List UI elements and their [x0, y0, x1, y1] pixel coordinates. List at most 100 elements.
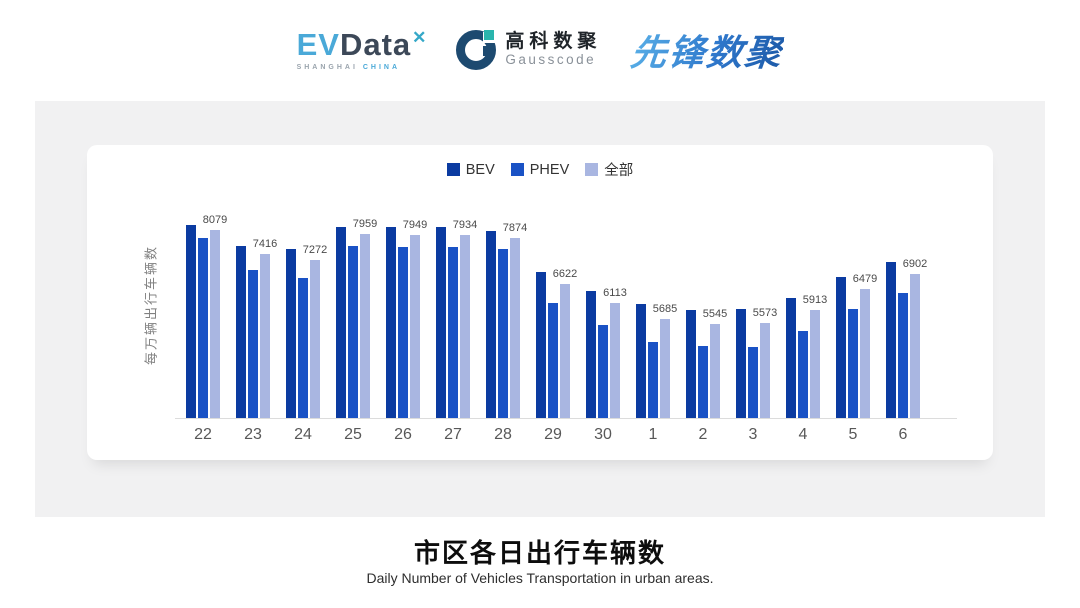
- x-tick-label: 23: [244, 426, 262, 443]
- value-label: 6902: [902, 257, 928, 270]
- chart-card: BEV PHEV 全部 每万辆出行车辆数 8079 7416 7272 7959 7949 7…: [87, 145, 993, 460]
- legend-swatch-bev: [446, 163, 460, 176]
- evdata-tagline: SHANGHAI CHINA: [297, 64, 427, 71]
- pioneer-logo: 先锋数聚: [629, 24, 786, 76]
- bar-all: [660, 318, 670, 418]
- bar-bev: [686, 310, 696, 418]
- bar-group-6[interactable]: 6902: [878, 218, 928, 418]
- evdata-tagline-china: CHINA: [362, 64, 401, 71]
- gausscode-logo: 高科数聚 Gausscode: [456, 30, 601, 70]
- bar-all: [310, 259, 320, 418]
- x-tick-label: 26: [394, 426, 412, 443]
- gausscode-en-text: Gausscode: [505, 52, 597, 68]
- evdata-ev-text: EV: [296, 27, 340, 62]
- bar-group-22[interactable]: 8079: [178, 214, 228, 418]
- bar-group-2[interactable]: 5545: [678, 218, 728, 418]
- value-label: 7874: [502, 221, 528, 234]
- bar-phev: [898, 292, 908, 418]
- bar-all: [260, 254, 270, 418]
- x-tick-label: 4: [798, 426, 808, 443]
- chart-panel: BEV PHEV 全部 每万辆出行车辆数 8079 7416 7272 7959 7949 7…: [35, 101, 1045, 517]
- bar-all: [510, 237, 520, 418]
- bar-all: [410, 234, 420, 418]
- value-label: 7949: [402, 218, 428, 231]
- bar-phev: [748, 346, 758, 418]
- bar-bev: [486, 231, 496, 418]
- bar-all: [210, 229, 220, 418]
- header: EVData✕ SHANGHAI CHINA 高科数聚 Gausscode 先锋…: [0, 0, 1080, 100]
- value-label: 6622: [552, 267, 578, 280]
- bar-group-27[interactable]: 7934: [428, 218, 478, 418]
- bar-phev: [298, 278, 308, 418]
- bar-phev: [348, 246, 358, 418]
- bar-phev: [498, 248, 508, 418]
- legend-swatch-all: [585, 163, 599, 176]
- gausscode-cn-text: 高科数聚: [505, 31, 602, 53]
- bar-all: [460, 235, 470, 418]
- bar-bev: [536, 272, 546, 418]
- legend-item-bev[interactable]: BEV: [446, 161, 495, 178]
- bar-group-24[interactable]: 7272: [278, 218, 328, 418]
- bar-phev: [448, 247, 458, 418]
- bar-group-26[interactable]: 7949: [378, 218, 428, 418]
- x-tick-label: 3: [748, 426, 758, 443]
- x-tick-label: 30: [594, 426, 612, 443]
- bar-all: [810, 310, 820, 418]
- bar-phev: [798, 330, 808, 418]
- x-tick-label: 2: [698, 426, 708, 443]
- plot-bars: 8079 7416 7272 7959 7949 7934 7874 6622 6113 5685…: [178, 214, 928, 418]
- value-label: 8079: [202, 213, 228, 226]
- value-label: 6113: [603, 286, 627, 299]
- bar-group-23[interactable]: 7416: [228, 218, 278, 418]
- x-tick-label: 28: [494, 426, 512, 443]
- bar-bev: [436, 226, 446, 418]
- bar-bev: [586, 290, 596, 418]
- legend: BEV PHEV 全部: [87, 159, 993, 180]
- legend-item-all[interactable]: 全部: [585, 159, 633, 180]
- bar-all: [760, 322, 770, 418]
- chart-subtitle: Daily Number of Vehicles Transportation …: [366, 570, 714, 586]
- bar-bev: [386, 227, 396, 418]
- x-axis-line: [175, 418, 957, 419]
- x-tick-label: 5: [848, 426, 858, 443]
- bar-all: [860, 289, 870, 418]
- evdata-data-text: Data: [339, 27, 412, 62]
- bar-bev: [786, 298, 796, 418]
- x-tick-label: 24: [294, 426, 312, 443]
- evdata-wordmark: EVData✕: [297, 29, 427, 60]
- value-label: 5685: [652, 302, 678, 315]
- value-label: 5913: [802, 294, 828, 307]
- bar-group-3[interactable]: 5573: [728, 218, 778, 418]
- bar-group-29[interactable]: 6622: [528, 218, 578, 418]
- legend-label-bev: BEV: [465, 161, 495, 178]
- bar-bev: [636, 303, 646, 418]
- x-tick-label: 29: [544, 426, 562, 443]
- bar-bev: [736, 308, 746, 418]
- x-tick-label: 1: [648, 426, 658, 443]
- bar-group-30[interactable]: 6113: [578, 218, 628, 418]
- bar-phev: [398, 246, 408, 418]
- value-label: 7416: [252, 238, 278, 251]
- value-label: 5573: [752, 306, 778, 319]
- bar-phev: [548, 302, 558, 418]
- bar-group-4[interactable]: 5913: [778, 218, 828, 418]
- bar-group-5[interactable]: 6479: [828, 218, 878, 418]
- bar-bev: [186, 224, 196, 418]
- bar-phev: [648, 341, 658, 418]
- bar-group-1[interactable]: 5685: [628, 218, 678, 418]
- bar-all: [560, 283, 570, 418]
- value-label: 5545: [702, 307, 728, 320]
- x-tick-label: 27: [444, 426, 462, 443]
- value-label: 7934: [452, 219, 478, 232]
- bar-group-28[interactable]: 7874: [478, 218, 528, 418]
- bar-bev: [836, 277, 846, 418]
- x-tick-label: 6: [898, 426, 908, 443]
- bar-phev: [198, 238, 208, 418]
- bar-group-25[interactable]: 7959: [328, 218, 378, 418]
- bar-bev: [336, 227, 346, 418]
- legend-item-phev[interactable]: PHEV: [510, 162, 569, 178]
- bar-all: [910, 273, 920, 418]
- evdata-tagline-shanghai: SHANGHAI: [296, 64, 358, 71]
- bar-phev: [248, 269, 258, 418]
- y-axis-label: 每万辆出行车辆数: [143, 244, 159, 366]
